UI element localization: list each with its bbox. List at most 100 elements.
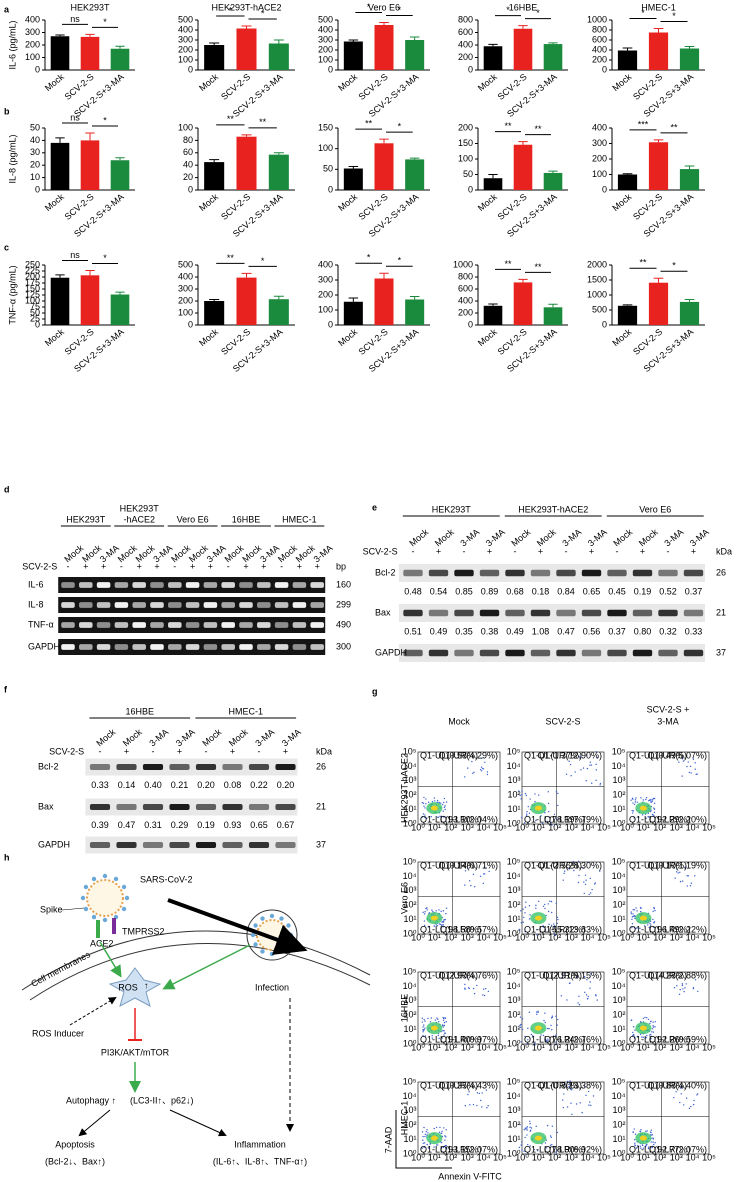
event-dot (468, 880, 471, 882)
x-tick-label: 10⁰ (620, 822, 634, 832)
treatment-sign: + (589, 546, 594, 556)
event-dot (692, 987, 695, 990)
event-dot (533, 1148, 535, 1151)
treatment-sign: + (177, 746, 182, 756)
band (79, 582, 93, 588)
event-dot (587, 997, 589, 1000)
size-label: 490 (336, 619, 351, 629)
event-dot (555, 1041, 558, 1043)
y-tick-label: 10⁴ (403, 1091, 417, 1101)
x-tick-label: 10¹ (532, 822, 545, 832)
event-dot (487, 1105, 489, 1107)
x-tick-label: 10⁴ (581, 1152, 595, 1162)
event-dot (438, 909, 440, 911)
event-dot (542, 925, 544, 927)
treatment-label: SCV-2-S (49, 746, 84, 756)
y-tick-label: 250 (25, 259, 40, 269)
event-dot (520, 798, 522, 800)
band (248, 803, 270, 811)
band (79, 644, 93, 650)
treatment-sign: - (227, 561, 230, 571)
event-dot (639, 927, 641, 930)
event-dot (650, 798, 652, 801)
y-tick-label: 10¹ (403, 1024, 416, 1034)
quadrant-label: Q1-UR(4.43%) (438, 1080, 498, 1090)
event-dot (633, 926, 635, 928)
lane-label: Mock (433, 527, 456, 549)
event-dot (422, 813, 425, 815)
bar (617, 305, 638, 325)
event-dot (468, 987, 470, 990)
y-tick-label: 10³ (507, 995, 520, 1005)
band (222, 763, 243, 771)
event-dot (422, 802, 425, 804)
x-tick-label: 10² (548, 1152, 561, 1162)
event-dot (527, 1143, 529, 1146)
lane-label: 3-MA (560, 527, 583, 548)
lane-label: 3-MA (586, 527, 609, 548)
x-tick-label: 10⁵ (493, 822, 507, 832)
event-dot (582, 767, 585, 769)
event-dot (684, 987, 686, 989)
bar (236, 277, 257, 325)
ace2-label: ACE2 (90, 938, 114, 948)
x-tick-label: 10³ (670, 822, 683, 832)
treatment-sign: + (230, 746, 235, 756)
event-dot (697, 990, 699, 993)
ratio-label: 0.49 (506, 626, 524, 636)
y-tick-label: 10⁴ (507, 871, 521, 881)
event-dot (424, 1135, 426, 1138)
x-tick-label: 10⁴ (686, 1042, 700, 1052)
event-dot (596, 756, 599, 759)
ratio-label: 0.80 (634, 626, 652, 636)
event-dot (578, 755, 580, 758)
treatment-sign: - (667, 546, 670, 556)
y-tick-label: 100 (318, 143, 333, 153)
quadrant-label: Q1-UR(9.15%) (542, 970, 602, 980)
quadrant-label: Q1-LL(78.90%) (524, 1144, 586, 1154)
ratio-label: 0.18 (532, 586, 550, 596)
event-dot (634, 1144, 636, 1146)
row-label: GAPDH (28, 641, 60, 651)
ratio-label: 0.45 (608, 586, 626, 596)
event-dot (436, 925, 439, 927)
event-dot (681, 775, 683, 777)
event-dot (445, 801, 448, 803)
y-tick-label: 0 (188, 184, 193, 194)
y-tick-label: 0 (468, 319, 473, 329)
event-dot (529, 1120, 531, 1122)
x-tick-label: 10¹ (532, 1152, 545, 1162)
y-tick-label: 0 (35, 184, 40, 194)
y-tick-label: 0 (602, 319, 607, 329)
treatment-sign: + (101, 561, 106, 571)
event-dot (550, 924, 553, 927)
ratio-label: 0.14 (118, 780, 136, 790)
event-dot (544, 816, 546, 819)
event-dot (549, 1135, 552, 1137)
quadrant-label: Q1-LL(78.19%) (524, 814, 586, 824)
event-dot (654, 1142, 656, 1144)
bar (110, 294, 130, 325)
band (221, 622, 235, 628)
ratio-label: 0.40 (144, 780, 162, 790)
event-dot (571, 1089, 573, 1091)
ratio-label: 0.67 (277, 820, 295, 830)
bar (648, 142, 669, 190)
y-tick-label: 10⁵ (612, 1076, 626, 1086)
band (454, 649, 474, 657)
event-dot (568, 1083, 570, 1086)
ratio-label: 0.33 (685, 626, 703, 636)
event-dot (443, 806, 446, 808)
event-dot (631, 918, 633, 920)
event-dot (639, 1021, 642, 1023)
band (96, 582, 111, 588)
event-dot (529, 1145, 531, 1147)
event-dot (442, 910, 445, 912)
bar (374, 143, 394, 190)
event-dot (546, 1124, 549, 1127)
band (658, 649, 678, 657)
bar (543, 172, 563, 190)
event-dot (440, 815, 443, 818)
quadrant-label: Q1-UL(0.80%) (524, 1080, 582, 1090)
event-dot (482, 994, 484, 996)
